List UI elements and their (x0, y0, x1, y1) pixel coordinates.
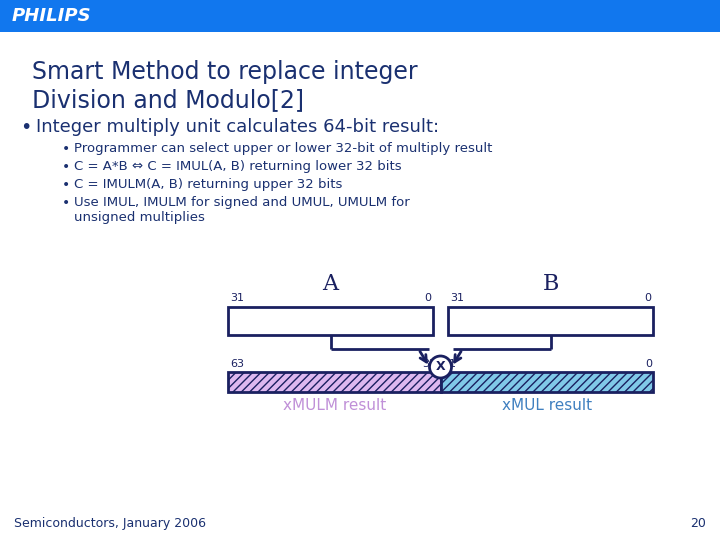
Text: xMUL result: xMUL result (502, 398, 592, 413)
Text: Semiconductors, January 2006: Semiconductors, January 2006 (14, 517, 206, 530)
Bar (228, 307, 433, 335)
Text: •: • (62, 160, 71, 174)
Text: Integer multiply unit calculates 64-bit result:: Integer multiply unit calculates 64-bit … (36, 118, 439, 136)
Text: 32: 32 (423, 359, 436, 369)
Bar (441, 372, 653, 392)
Text: 31: 31 (443, 359, 456, 369)
Bar (228, 372, 441, 392)
Text: A: A (323, 273, 338, 295)
Text: 63: 63 (230, 359, 244, 369)
Bar (0, 0, 720, 32)
Text: 31: 31 (230, 293, 244, 303)
Text: 20: 20 (690, 517, 706, 530)
Circle shape (430, 356, 451, 378)
Text: Use IMUL, IMULM for signed and UMUL, UMULM for
unsigned multiplies: Use IMUL, IMULM for signed and UMUL, UMU… (74, 196, 410, 224)
Text: •: • (62, 178, 71, 192)
Text: 0: 0 (645, 359, 652, 369)
Text: 0: 0 (644, 293, 651, 303)
Text: 31: 31 (450, 293, 464, 303)
Text: PHILIPS: PHILIPS (12, 7, 91, 25)
Text: C = IMULM(A, B) returning upper 32 bits: C = IMULM(A, B) returning upper 32 bits (74, 178, 343, 191)
Text: C = A*B ⇔ C = IMUL(A, B) returning lower 32 bits: C = A*B ⇔ C = IMUL(A, B) returning lower… (74, 160, 402, 173)
Text: •: • (62, 196, 71, 210)
Text: X: X (436, 361, 445, 374)
Text: Division and Modulo[2]: Division and Modulo[2] (32, 88, 304, 112)
Bar (448, 307, 653, 335)
Text: •: • (20, 118, 32, 137)
Text: Programmer can select upper or lower 32-bit of multiply result: Programmer can select upper or lower 32-… (74, 142, 492, 155)
Text: Smart Method to replace integer: Smart Method to replace integer (32, 60, 418, 84)
Text: 0: 0 (424, 293, 431, 303)
Text: B: B (542, 273, 559, 295)
Text: •: • (62, 142, 71, 156)
Text: xMULM result: xMULM result (283, 398, 386, 413)
